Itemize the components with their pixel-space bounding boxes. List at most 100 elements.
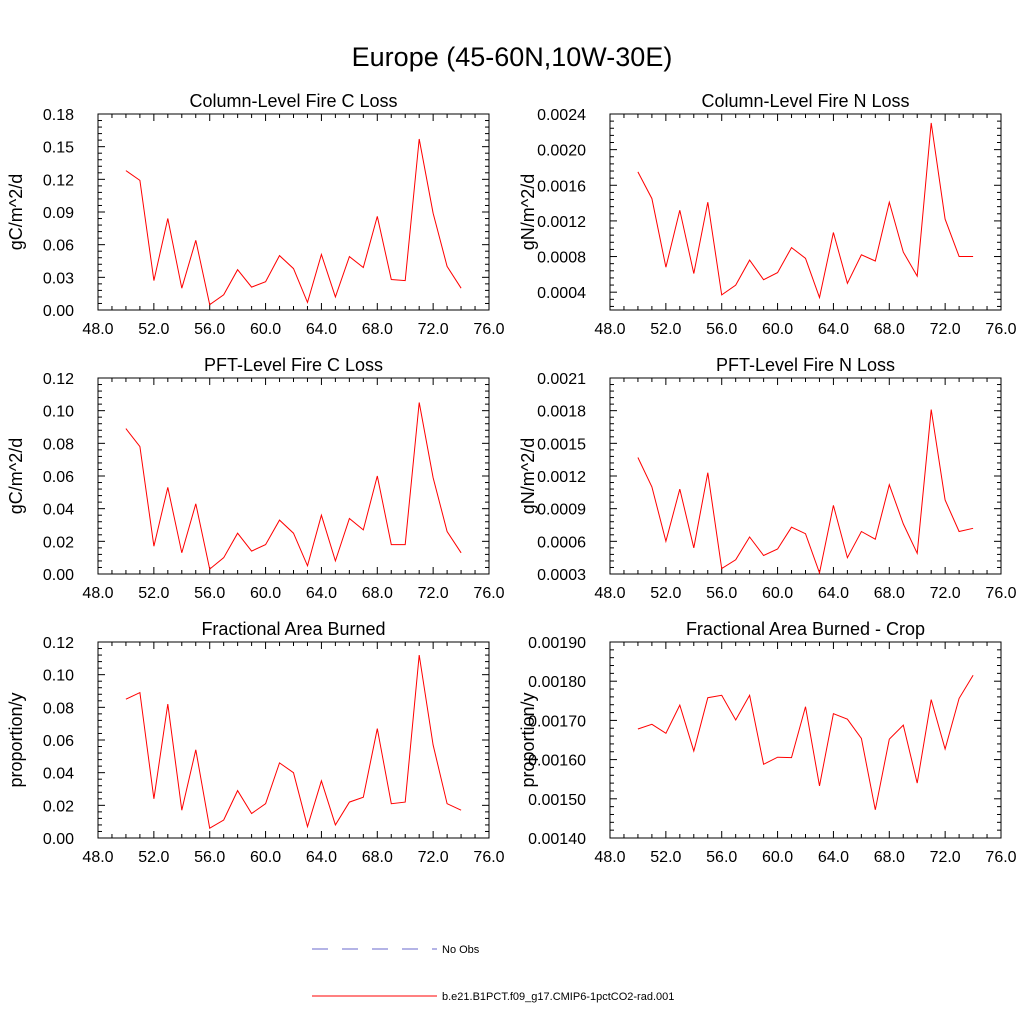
x-tick-label: 52.0: [138, 585, 169, 602]
series-line: [637, 122, 974, 300]
plot-frame: [97, 641, 490, 839]
y-axis-label: gC/m^2/d: [6, 174, 26, 250]
y-tick-label: 0.00160: [528, 753, 586, 770]
x-tick-label: 48.0: [82, 585, 113, 602]
x-tick-label: 48.0: [82, 321, 113, 338]
x-tick-label: 68.0: [362, 849, 393, 866]
y-tick-label: 0.02: [43, 534, 74, 551]
chart-panel-3: PFT-Level Fire C Loss gC/m^2/d 48.0 52.0 56.…: [6, 355, 505, 602]
y-axis-label: gC/m^2/d: [6, 438, 26, 514]
x-tick-label: 68.0: [362, 321, 393, 338]
y-tick-label: 0.03: [43, 270, 74, 287]
x-tick-label: 72.0: [418, 321, 449, 338]
figure-title: Europe (45-60N,10W-30E): [352, 42, 673, 72]
x-tick-label: 68.0: [362, 585, 393, 602]
x-tick-label: 72.0: [418, 585, 449, 602]
x-tick-label: 72.0: [930, 321, 961, 338]
legend-label-no-obs: No Obs: [442, 944, 480, 956]
x-tick-label: 52.0: [138, 321, 169, 338]
plot-frame: [97, 377, 490, 575]
y-tick-label: 0.10: [43, 668, 74, 685]
x-tick-label: 76.0: [473, 321, 504, 338]
plot-frame: [97, 113, 490, 311]
series-line: [125, 138, 462, 306]
y-axis-label: gN/m^2/d: [518, 174, 538, 250]
y-tick-label: 0.06: [43, 238, 74, 255]
y-axis-label: proportion/y: [6, 692, 26, 787]
y-axis-label: proportion/y: [518, 692, 538, 787]
panel-title: Fractional Area Burned: [201, 619, 385, 639]
x-tick-label: 52.0: [138, 849, 169, 866]
x-tick-label: 64.0: [306, 321, 337, 338]
legend: No Obs b.e21.B1PCT.f09_g17.CMIP6-1pctCO2…: [312, 944, 674, 1003]
y-tick-label: 0.0008: [537, 250, 586, 267]
x-tick-label: 56.0: [194, 585, 225, 602]
y-tick-label: 0.0020: [537, 143, 586, 160]
x-tick-label: 64.0: [306, 849, 337, 866]
y-tick-label: 0.0018: [537, 404, 586, 421]
series-line: [125, 655, 462, 829]
x-tick-label: 76.0: [985, 585, 1016, 602]
y-tick-label: 0.04: [43, 502, 74, 519]
y-tick-label: 0.08: [43, 436, 74, 453]
chart-panel-2: Column-Level Fire N Loss gN/m^2/d 48.0 52.0…: [518, 91, 1017, 338]
y-tick-label: 0.09: [43, 205, 74, 222]
chart-panel-5: Fractional Area Burned proportion/y 48.0 52…: [6, 619, 505, 866]
x-tick-label: 56.0: [706, 585, 737, 602]
legend-item-no-obs: No Obs: [312, 944, 480, 956]
legend-item-model-run: b.e21.B1PCT.f09_g17.CMIP6-1pctCO2-rad.00…: [312, 991, 674, 1003]
chart-panel-1: Column-Level Fire C Loss gC/m^2/d 48.0 52.0…: [6, 91, 505, 338]
x-tick-label: 68.0: [874, 849, 905, 866]
y-tick-label: 0.0003: [537, 567, 586, 584]
panel-title: Fractional Area Burned - Crop: [686, 619, 925, 639]
x-tick-label: 60.0: [250, 849, 281, 866]
x-tick-label: 56.0: [194, 849, 225, 866]
x-tick-label: 60.0: [762, 849, 793, 866]
x-tick-label: 76.0: [985, 321, 1016, 338]
x-tick-label: 60.0: [250, 321, 281, 338]
y-axis-label: gN/m^2/d: [518, 438, 538, 514]
x-tick-label: 64.0: [306, 585, 337, 602]
x-tick-label: 56.0: [194, 321, 225, 338]
x-tick-label: 76.0: [985, 849, 1016, 866]
y-tick-label: 0.00170: [528, 713, 586, 730]
y-tick-label: 0.0012: [537, 469, 586, 486]
y-tick-label: 0.0015: [537, 436, 586, 453]
x-tick-label: 60.0: [762, 585, 793, 602]
plot-frame: [609, 377, 1002, 575]
series-line: [637, 675, 974, 810]
x-tick-label: 48.0: [82, 849, 113, 866]
y-tick-label: 0.00: [43, 831, 74, 848]
y-tick-label: 0.18: [43, 107, 74, 124]
legend-label-model-run: b.e21.B1PCT.f09_g17.CMIP6-1pctCO2-rad.00…: [442, 991, 674, 1003]
y-tick-label: 0.0024: [537, 107, 586, 124]
x-tick-label: 64.0: [818, 849, 849, 866]
panels: Column-Level Fire C Loss gC/m^2/d 48.0 52.0…: [6, 91, 1017, 866]
y-tick-label: 0.04: [43, 766, 74, 783]
chart-panel-4: PFT-Level Fire N Loss gN/m^2/d 48.0 52.0 56.…: [518, 355, 1017, 602]
x-tick-label: 76.0: [473, 849, 504, 866]
panel-title: PFT-Level Fire C Loss: [204, 355, 383, 375]
y-tick-label: 0.12: [43, 371, 74, 388]
x-tick-label: 68.0: [874, 585, 905, 602]
y-tick-label: 0.0006: [537, 534, 586, 551]
y-tick-label: 0.0009: [537, 502, 586, 519]
x-tick-label: 52.0: [650, 849, 681, 866]
y-tick-label: 0.0012: [537, 214, 586, 231]
panel-title: Column-Level Fire N Loss: [701, 91, 909, 111]
x-tick-label: 56.0: [706, 849, 737, 866]
x-tick-label: 52.0: [650, 585, 681, 602]
y-tick-label: 0.12: [43, 635, 74, 652]
y-tick-label: 0.0021: [537, 371, 586, 388]
y-tick-label: 0.0004: [537, 285, 586, 302]
x-tick-label: 60.0: [762, 321, 793, 338]
x-tick-label: 64.0: [818, 585, 849, 602]
y-tick-label: 0.10: [43, 404, 74, 421]
y-tick-label: 0.02: [43, 798, 74, 815]
x-tick-label: 76.0: [473, 585, 504, 602]
y-tick-label: 0.00190: [528, 635, 586, 652]
plot-frame: [609, 113, 1002, 311]
x-tick-label: 52.0: [650, 321, 681, 338]
y-tick-label: 0.06: [43, 469, 74, 486]
